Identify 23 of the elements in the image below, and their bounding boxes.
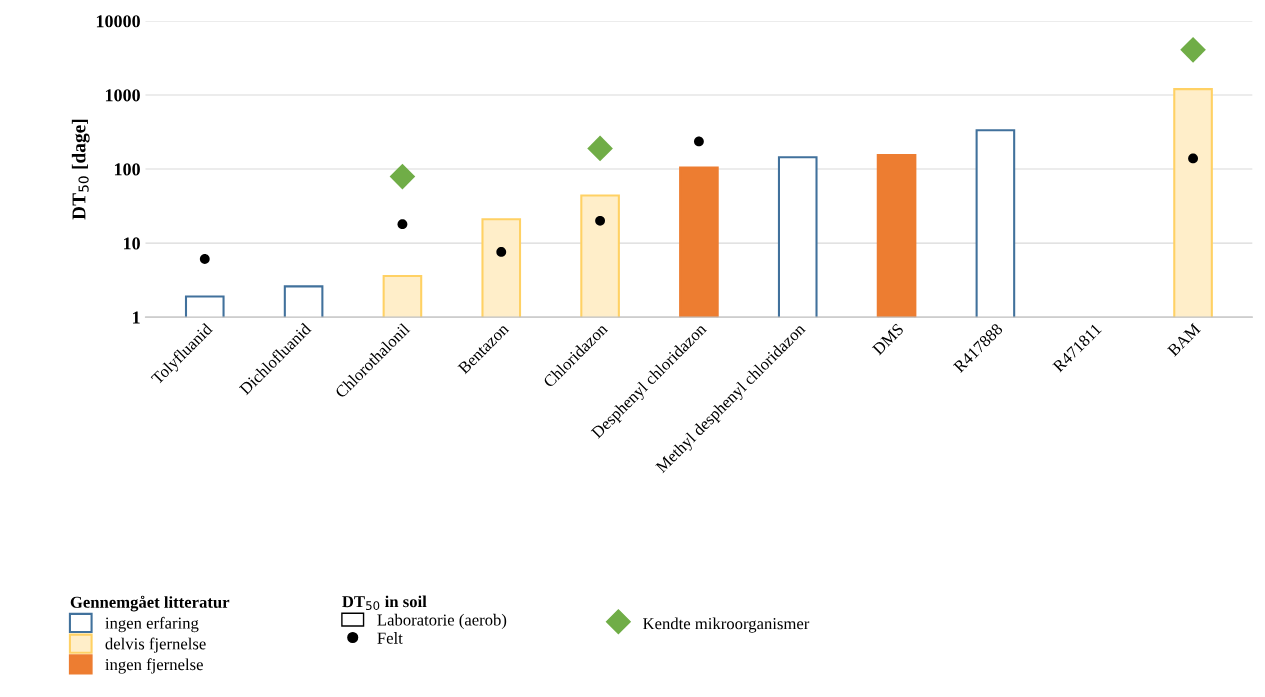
point: [1180, 37, 1206, 63]
point: [595, 215, 605, 226]
legend-label: delvis fjernelse: [105, 637, 206, 653]
legend-title: Gennemgået litteratur: [70, 595, 230, 612]
point: [587, 135, 613, 162]
y-tick-label: 10: [124, 237, 140, 250]
point: [496, 247, 507, 257]
text: DT$_{50}$ in soil: [342, 595, 427, 610]
legend-label: Felt: [377, 632, 403, 644]
y-tick-label: 1000: [105, 89, 140, 102]
point: [389, 163, 416, 190]
point: [397, 219, 408, 230]
point: [199, 254, 210, 264]
legend-label: ingen erfaring: [105, 616, 199, 633]
legend-label: ingen fjernelse: [105, 658, 203, 674]
point: [694, 136, 704, 147]
legend-label: Kendte mikroorganismer: [643, 617, 810, 633]
text: Laboratorie (aerob): [377, 613, 507, 629]
y-tick-label: 100: [114, 163, 140, 176]
y-axis-title: DT$_{50}$ [dage]: [71, 119, 90, 220]
y-tick-label: 10000: [96, 15, 140, 28]
point: [1188, 153, 1198, 164]
y-tick-label: 1: [133, 311, 140, 324]
